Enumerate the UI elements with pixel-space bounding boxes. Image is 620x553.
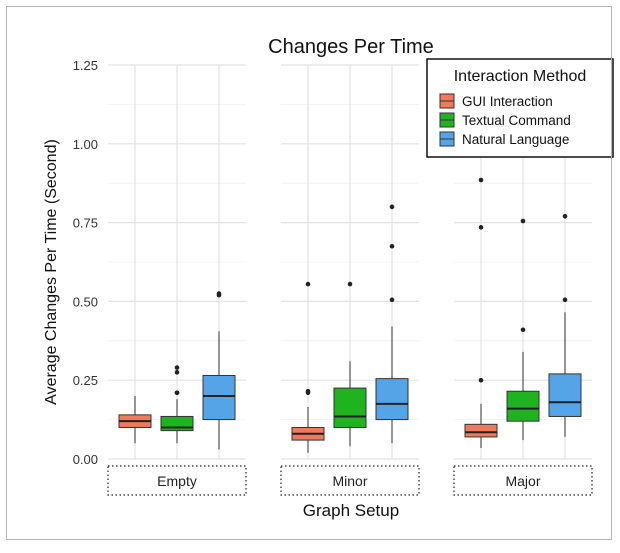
facet-label-empty: Empty <box>157 473 197 489</box>
outlier-point <box>478 177 484 183</box>
outlier-point <box>389 297 395 303</box>
facet-strip <box>107 465 247 496</box>
outlier-point <box>389 204 395 210</box>
outlier-point <box>389 243 395 249</box>
legend-title: Interaction Method <box>454 68 587 85</box>
box-empty-1 <box>160 365 194 444</box>
box-major-2 <box>548 213 582 437</box>
legend-item: Natural Language <box>439 131 569 147</box>
box-major-1 <box>506 218 540 441</box>
y-tick-label: 0.75 <box>73 216 98 231</box>
y-tick-label: 1.00 <box>73 137 98 152</box>
outlier-point <box>520 327 526 333</box>
chart-title: Changes Per Time <box>268 36 434 58</box>
box-body <box>202 374 236 421</box>
outlier-point <box>174 370 180 375</box>
box-body <box>506 390 540 422</box>
figure-border <box>6 6 612 540</box>
y-axis-title: Average Changes Per Time (Second) <box>43 139 60 405</box>
box-body <box>464 423 498 438</box>
box-layer <box>118 177 582 453</box>
axis-layer: 0.00 0.25 0.50 0.75 1.00 1.25 Empty Minor Major <box>73 58 593 496</box>
outlier-point <box>174 390 180 396</box>
legend-label: Natural Language <box>462 132 569 147</box>
box-minor-1 <box>333 281 367 447</box>
facet-label-major: Major <box>505 473 540 489</box>
outlier-point <box>174 365 180 370</box>
outlier-point <box>478 225 484 230</box>
y-tick-label: 1.25 <box>73 58 98 73</box>
outlier-point <box>562 213 568 219</box>
box-major-0 <box>464 177 498 448</box>
x-axis-title: Graph Setup <box>303 501 399 520</box>
box-body <box>333 387 367 428</box>
box-body <box>375 378 409 421</box>
y-tick-label: 0.25 <box>73 373 98 388</box>
legend-item: GUI Interaction <box>439 93 553 109</box>
box-empty-2 <box>202 291 236 450</box>
outlier-point <box>478 377 484 383</box>
facet-strip <box>280 465 420 496</box>
facet-strip <box>453 465 593 496</box>
facet-label-minor: Minor <box>332 473 367 489</box>
outlier-point <box>216 291 222 296</box>
outlier-point <box>305 281 311 287</box>
legend-label: GUI Interaction <box>462 94 553 109</box>
legend-label: Textual Command <box>462 113 571 128</box>
outlier-point <box>562 297 568 303</box>
box-minor-2 <box>375 204 409 444</box>
legend: Interaction Method GUI Interaction Textua… <box>426 58 614 158</box>
box-minor-0 <box>291 281 325 453</box>
outlier-point <box>520 218 526 224</box>
legend-frame <box>426 58 614 158</box>
legend-items: GUI Interaction Textual Command Natural La… <box>439 93 571 147</box>
legend-item: Textual Command <box>439 112 571 128</box>
y-tick-label: 0.00 <box>73 452 98 467</box>
outlier-point <box>347 281 353 287</box>
outlier-point <box>305 388 311 394</box>
y-tick-label: 0.50 <box>73 294 98 309</box>
box-body <box>548 373 582 417</box>
box-empty-0 <box>118 395 152 444</box>
